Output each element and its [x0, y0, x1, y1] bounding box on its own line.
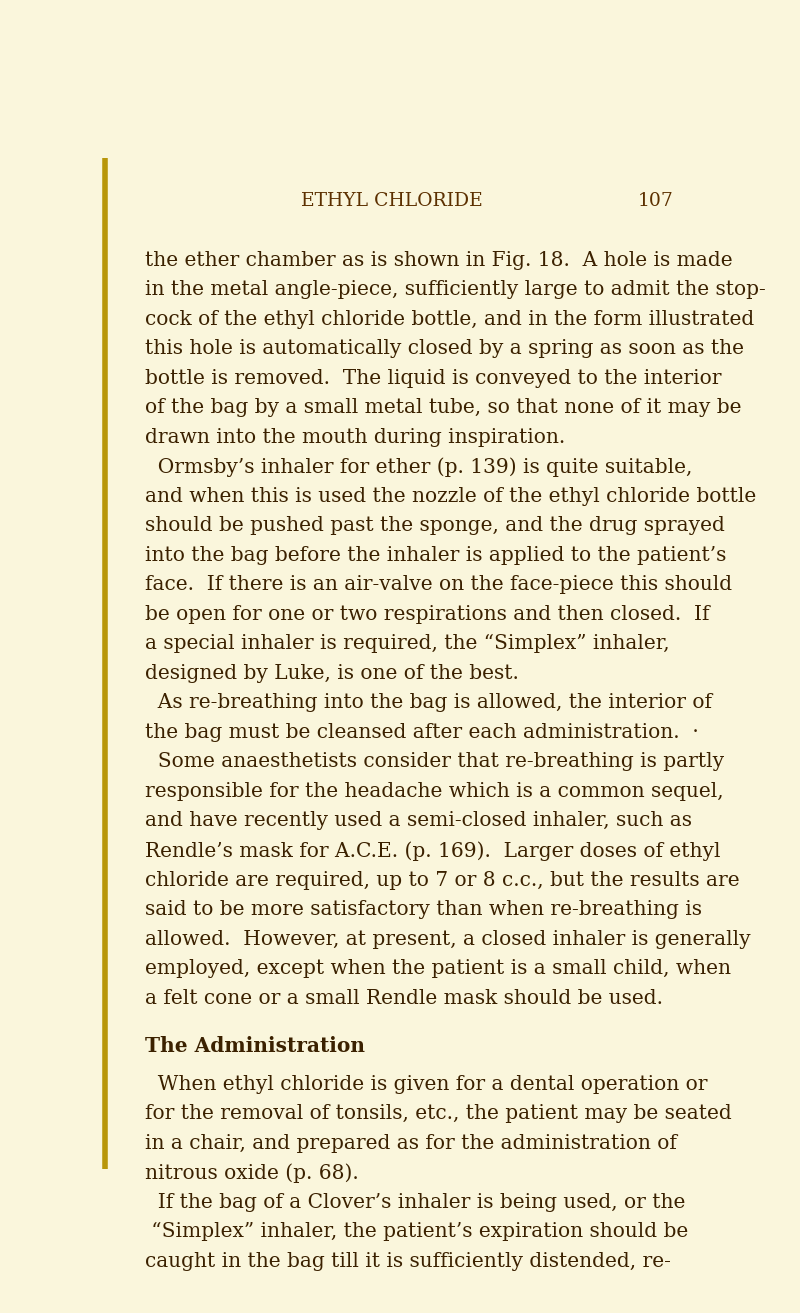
Text: the bag must be cleansed after each administration.  ·: the bag must be cleansed after each admi…: [146, 723, 699, 742]
Text: Ormsby’s inhaler for ether (p. 139) is quite suitable,: Ormsby’s inhaler for ether (p. 139) is q…: [146, 457, 693, 477]
Text: of the bag by a small metal tube, so that none of it may be: of the bag by a small metal tube, so tha…: [146, 398, 742, 418]
Text: in the metal angle-piece, sufficiently large to admit the stop-: in the metal angle-piece, sufficiently l…: [146, 280, 766, 299]
Text: chloride are required, up to 7 or 8 c.c., but the results are: chloride are required, up to 7 or 8 c.c.…: [146, 871, 740, 889]
Text: nitrous oxide (p. 68).: nitrous oxide (p. 68).: [146, 1163, 359, 1183]
Text: “Simplex” inhaler, the patient’s expiration should be: “Simplex” inhaler, the patient’s expirat…: [146, 1222, 689, 1241]
Text: a special inhaler is required, the “Simplex” inhaler,: a special inhaler is required, the “Simp…: [146, 634, 670, 654]
Text: caught in the bag till it is sufficiently distended, re-: caught in the bag till it is sufficientl…: [146, 1251, 671, 1271]
Text: ETHYL CHLORIDE: ETHYL CHLORIDE: [301, 192, 482, 210]
Text: this hole is automatically closed by a spring as soon as the: this hole is automatically closed by a s…: [146, 339, 744, 358]
Text: allowed.  However, at present, a closed inhaler is generally: allowed. However, at present, a closed i…: [146, 930, 751, 948]
Text: designed by Luke, is one of the best.: designed by Luke, is one of the best.: [146, 664, 519, 683]
Text: a felt cone or a small Rendle mask should be used.: a felt cone or a small Rendle mask shoul…: [146, 989, 663, 1007]
Text: employed, except when the patient is a small child, when: employed, except when the patient is a s…: [146, 958, 731, 978]
Text: into the bag before the inhaler is applied to the patient’s: into the bag before the inhaler is appli…: [146, 546, 726, 565]
Text: face.  If there is an air-valve on the face-piece this should: face. If there is an air-valve on the fa…: [146, 575, 732, 595]
Text: the ether chamber as is shown in Fig. 18.  A hole is made: the ether chamber as is shown in Fig. 18…: [146, 251, 733, 269]
Text: Rendle’s mask for A.C.E. (p. 169).  Larger doses of ethyl: Rendle’s mask for A.C.E. (p. 169). Large…: [146, 842, 721, 860]
Text: The Administration: The Administration: [146, 1036, 366, 1057]
Text: be open for one or two respirations and then closed.  If: be open for one or two respirations and …: [146, 605, 710, 624]
Text: and when this is used the nozzle of the ethyl chloride bottle: and when this is used the nozzle of the …: [146, 487, 757, 506]
Text: for the removal of tonsils, etc., the patient may be seated: for the removal of tonsils, etc., the pa…: [146, 1104, 732, 1123]
Text: As re-breathing into the bag is allowed, the interior of: As re-breathing into the bag is allowed,…: [146, 693, 712, 713]
Text: drawn into the mouth during inspiration.: drawn into the mouth during inspiration.: [146, 428, 566, 446]
Text: in a chair, and prepared as for the administration of: in a chair, and prepared as for the admi…: [146, 1133, 677, 1153]
Text: When ethyl chloride is given for a dental operation or: When ethyl chloride is given for a denta…: [146, 1075, 708, 1094]
Text: responsible for the headache which is a common sequel,: responsible for the headache which is a …: [146, 783, 724, 801]
Text: cock of the ethyl chloride bottle, and in the form illustrated: cock of the ethyl chloride bottle, and i…: [146, 310, 754, 328]
Text: 107: 107: [638, 192, 674, 210]
Text: and have recently used a semi-closed inhaler, such as: and have recently used a semi-closed inh…: [146, 811, 692, 831]
Text: bottle is removed.  The liquid is conveyed to the interior: bottle is removed. The liquid is conveye…: [146, 369, 722, 387]
Text: If the bag of a Clover’s inhaler is being used, or the: If the bag of a Clover’s inhaler is bein…: [146, 1192, 686, 1212]
Text: said to be more satisfactory than when re-breathing is: said to be more satisfactory than when r…: [146, 899, 702, 919]
Text: should be pushed past the sponge, and the drug sprayed: should be pushed past the sponge, and th…: [146, 516, 725, 536]
Text: Some anaesthetists consider that re-breathing is partly: Some anaesthetists consider that re-brea…: [146, 752, 724, 772]
